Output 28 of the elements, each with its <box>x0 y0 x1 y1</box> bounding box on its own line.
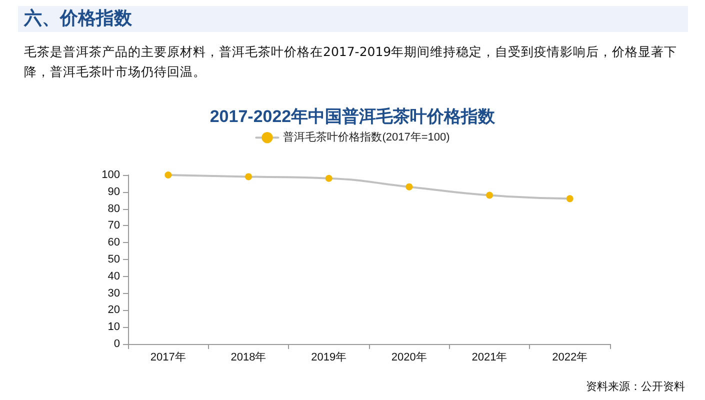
point <box>486 192 493 199</box>
y-tick-label: 50 <box>108 254 120 266</box>
point <box>164 172 172 178</box>
point <box>406 183 413 190</box>
y-tick-label: 90 <box>108 186 120 198</box>
point <box>566 195 574 202</box>
y-tick-label: 0 <box>114 338 120 350</box>
y-tick-label: 60 <box>108 236 120 249</box>
y-tick-label: 40 <box>108 270 120 282</box>
text: 六、价格指数 <box>18 6 688 32</box>
text: 资料来源：公开资料 <box>586 379 685 394</box>
x-tick-label: 2022年 <box>552 352 588 364</box>
chart-title: 2017-2022年中国普洱毛茶叶价格指数 <box>210 106 496 126</box>
y-tick-label: 70 <box>108 220 120 232</box>
point <box>325 174 332 182</box>
y-tick-label: 20 <box>108 304 120 316</box>
y-tick-label: 30 <box>108 287 120 300</box>
y-tick-label: 100 <box>102 169 120 181</box>
x-tick-label: 2021年 <box>472 352 508 364</box>
text: 毛茶是普洱茶产品的主要原材料，普洱毛茶叶价格在2017-2019年期间维持稳定，自受到疫情影响后，价格显著下降，普洱毛茶叶市场仍待回温。 <box>24 43 678 81</box>
x-tick-label: 2018年 <box>230 352 266 364</box>
x-tick-label: 2017年 <box>150 352 186 364</box>
y-tick-label: 10 <box>108 321 120 334</box>
legend-label: 普洱毛茶叶价格指数(2017年=100) <box>283 130 450 144</box>
x-tick-label: 2020年 <box>391 352 427 364</box>
y-tick-label: 80 <box>108 202 120 215</box>
x-tick-label: 2019年 <box>311 352 347 364</box>
point <box>245 173 252 180</box>
